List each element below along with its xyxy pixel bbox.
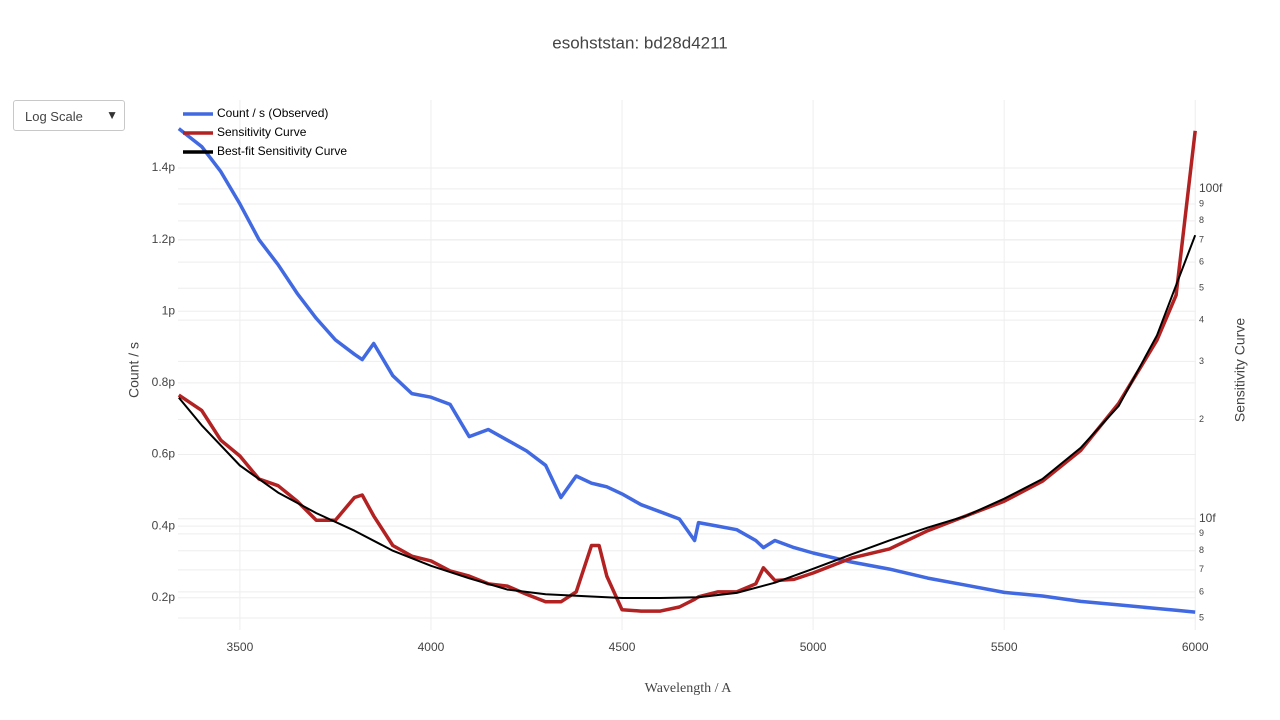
legend-label: Count / s (Observed) <box>217 106 328 120</box>
x-tick-label: 5500 <box>991 640 1018 654</box>
y-tick-label: 1.2p <box>152 232 176 246</box>
x-axis-label: Wavelength / A <box>645 681 733 696</box>
y2-tick-label: 6 <box>1199 256 1204 266</box>
y2-tick-label: 8 <box>1199 545 1204 555</box>
dropdown-arrow: ▼ <box>106 108 118 122</box>
y2-axis-label: Sensitivity Curve <box>1232 318 1248 422</box>
y2-tick-label: 5 <box>1199 612 1204 622</box>
dropdown-label: Log Scale <box>25 109 83 124</box>
y2-tick-label: 5 <box>1199 283 1204 293</box>
x-tick-label: 3500 <box>227 640 254 654</box>
y2-tick-label: 10f <box>1199 511 1216 525</box>
series-line <box>177 130 1197 613</box>
y2-tick-label: 4 <box>1199 315 1204 325</box>
y2-tick-label: 8 <box>1199 215 1204 225</box>
legend-label: Sensitivity Curve <box>217 125 307 139</box>
chart-title: esohststan: bd28d4211 <box>552 33 728 52</box>
x-tick-label: 4000 <box>418 640 445 654</box>
y2-tick-label: 3 <box>1199 356 1204 366</box>
y-tick-label: 1p <box>162 303 176 317</box>
series-line <box>177 127 1196 614</box>
legend-label: Best-fit Sensitivity Curve <box>217 144 347 158</box>
y2-tick-label: 7 <box>1199 564 1204 574</box>
y2-tick-label: 100f <box>1199 181 1223 195</box>
x-tick-label: 4500 <box>609 640 636 654</box>
y2-tick-label: 9 <box>1199 528 1204 538</box>
y-tick-label: 0.4p <box>152 518 176 532</box>
y-tick-label: 0.6p <box>152 447 176 461</box>
x-tick-label: 6000 <box>1182 640 1209 654</box>
y-axis-label: Count / s <box>126 342 142 398</box>
y2-tick-label: 7 <box>1199 234 1204 244</box>
grid <box>178 100 1196 630</box>
y-tick-label: 0.8p <box>152 375 176 389</box>
scale-dropdown[interactable]: Log Scale ▼ <box>13 100 125 131</box>
y2-tick-label: 9 <box>1199 198 1204 208</box>
y2-tick-label: 2 <box>1199 414 1204 424</box>
y-tick-label: 0.2p <box>152 590 176 604</box>
y2-tick-label: 6 <box>1199 586 1204 596</box>
x-tick-label: 5000 <box>800 640 827 654</box>
y-tick-label: 1.4p <box>152 160 176 174</box>
series-line <box>178 234 1197 599</box>
